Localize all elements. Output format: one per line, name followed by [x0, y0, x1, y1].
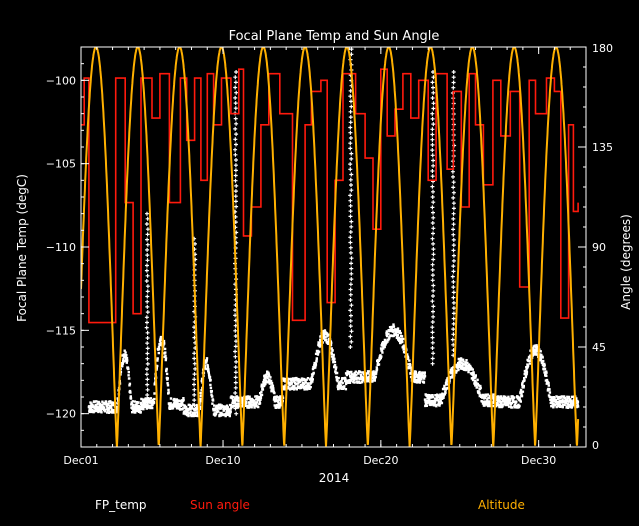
y-left-tick-label: −100 [46, 74, 76, 87]
sun-angle-line [81, 68, 579, 324]
y-left-tick-label: −120 [46, 408, 76, 421]
x-tick-label: Dec01 [63, 454, 98, 467]
y-right-tick-label: 180 [592, 42, 613, 55]
x-tick-label: Dec20 [363, 454, 398, 467]
altitude-line [81, 47, 580, 447]
y-right-tick-label: 0 [592, 439, 599, 452]
axes: Dec01 Dec10 Dec20 Dec30 −100 −105 −110 −115 −120… [46, 42, 613, 467]
y-right-tick-label: 135 [592, 141, 613, 154]
legend: FP_temp Sun angle Altitude [95, 498, 525, 512]
chart-title: Focal Plane Temp and Sun Angle [229, 29, 440, 44]
fp-temp-points [87, 323, 580, 418]
x-axis-label: 2014 [319, 471, 350, 485]
y-left-tick-label: −115 [46, 324, 76, 337]
legend-item-fp-temp: FP_temp [95, 498, 147, 512]
y-axis-right-label: Angle (degrees) [619, 214, 633, 310]
legend-item-altitude: Altitude [478, 498, 525, 512]
y-axis-left-label: Focal Plane Temp (degC) [15, 174, 29, 322]
legend-item-sun-angle: Sun angle [190, 498, 250, 512]
fp-temp-spike-4 [430, 70, 436, 366]
fp-temp-spike-0 [144, 211, 150, 408]
y-left-tick-label: −110 [46, 241, 76, 254]
y-right-tick-label: 45 [592, 341, 606, 354]
plot-area [81, 47, 580, 447]
x-tick-label: Dec30 [521, 454, 556, 467]
y-right-tick-label: 90 [592, 241, 606, 254]
x-tick-label: Dec10 [205, 454, 240, 467]
y-left-tick-label: −105 [46, 158, 76, 171]
